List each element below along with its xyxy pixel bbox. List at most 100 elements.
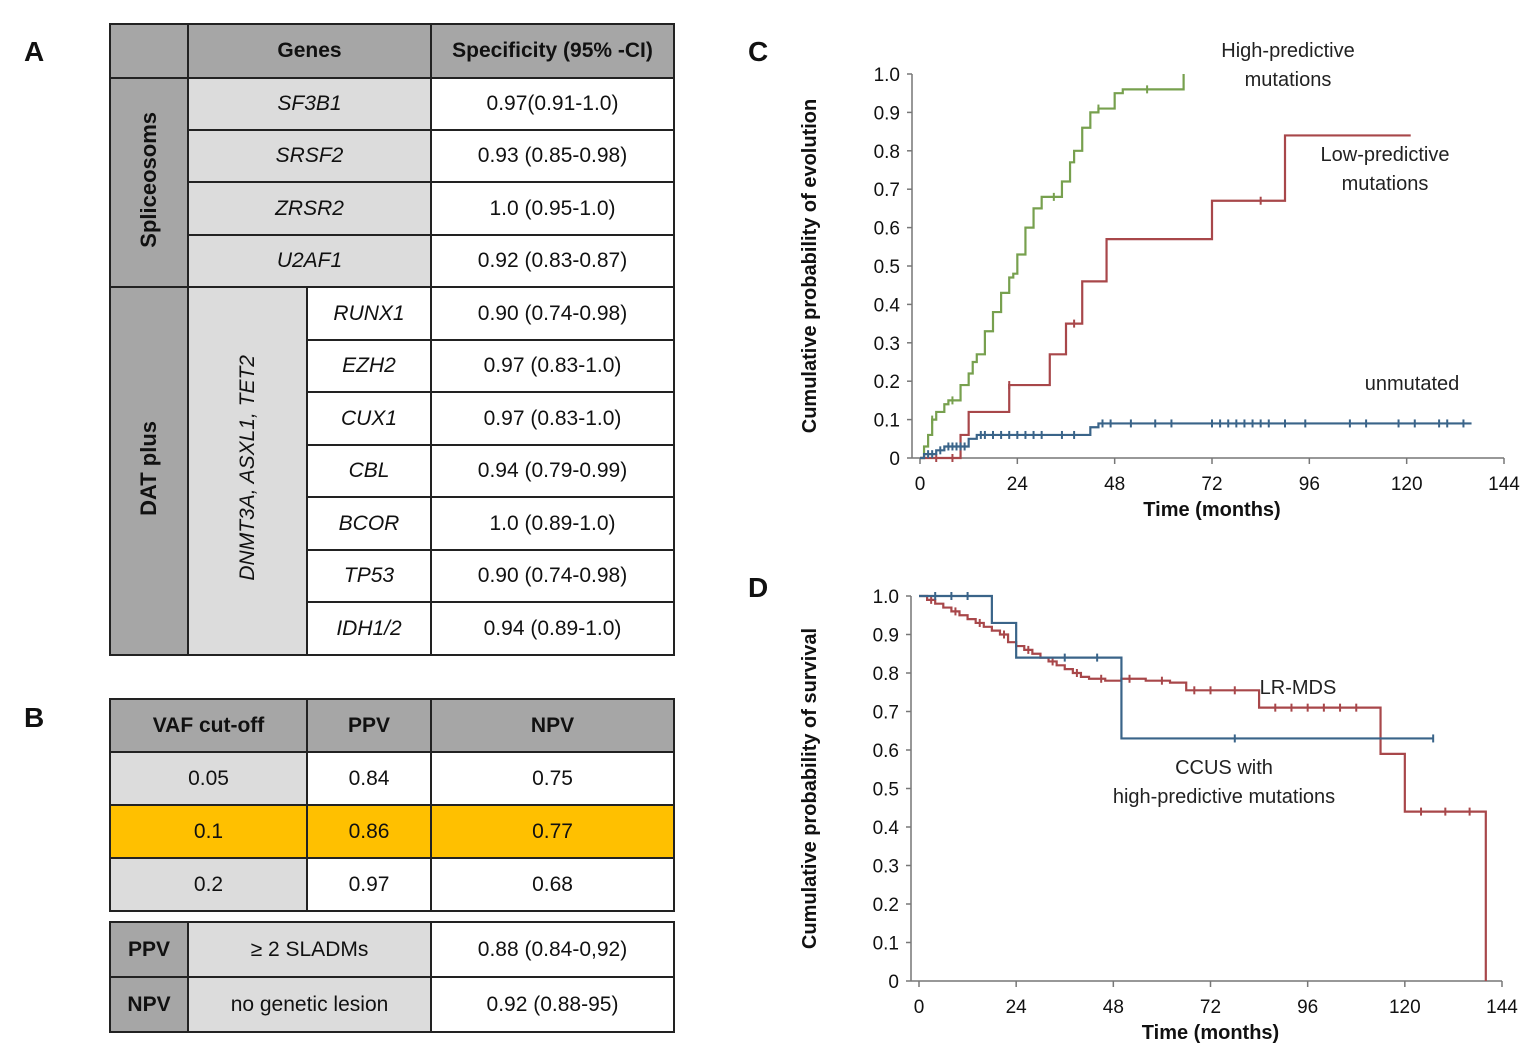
series-label: mutations <box>1245 69 1332 91</box>
x-tick-label: 96 <box>1299 474 1320 495</box>
x-tick-label: 72 <box>1201 474 1222 495</box>
series-label: LR-MDS <box>1260 677 1337 699</box>
y-tick-label: 0.1 <box>874 411 900 432</box>
specificity-cell: 0.94 (0.89-1.0) <box>430 601 676 656</box>
y-tick-label: 0.7 <box>873 703 899 724</box>
gene-cell: CBL <box>305 443 433 499</box>
x-tick-label: 48 <box>1103 997 1124 1018</box>
y-tick-label: 0.9 <box>874 103 900 124</box>
specificity-header: Specificity (95% -CI) <box>430 23 676 79</box>
x-tick-label: 96 <box>1297 997 1318 1018</box>
y-tick-label: 0.2 <box>873 895 899 916</box>
condition-cell: ≥ 2 SLADMs <box>187 921 432 978</box>
metric-cell: PPV <box>109 921 189 978</box>
gene-cell: TP53 <box>305 548 433 604</box>
x-tick-label: 0 <box>914 997 925 1018</box>
group-dat-plus-cell: DAT plus <box>109 286 189 656</box>
y-tick-label: 0 <box>888 972 899 993</box>
value-cell: 0.88 (0.84-0,92) <box>430 921 675 978</box>
series-line <box>920 134 1411 460</box>
y-tick-label: 0.8 <box>873 664 899 685</box>
ppv-cell: 0.84 <box>306 751 432 806</box>
metric-cell: NPV <box>109 976 189 1033</box>
ppv-cell: 0.97 <box>306 857 432 912</box>
gene-cell: IDH1/2 <box>305 601 433 656</box>
series-label: Low-predictive <box>1321 144 1450 166</box>
condition-cell: no genetic lesion <box>187 976 432 1033</box>
series-label: CCUS with <box>1175 757 1273 779</box>
survival-probability-chart: 0 0.1 0.2 0.3 0.4 0.5 0.6 0.7 0.8 0.9 1.0 0 24 48 72 96… <box>799 587 1518 1044</box>
specificity-cell: 0.97 (0.83-1.0) <box>430 338 676 394</box>
gene-cell: CUX1 <box>305 391 433 446</box>
gene-cell: RUNX1 <box>305 286 433 341</box>
specificity-cell: 0.97(0.91-1.0) <box>430 76 676 131</box>
series-line <box>920 74 1185 460</box>
series-label: unmutated <box>1365 373 1460 395</box>
specificity-cell: 0.97 (0.83-1.0) <box>430 391 676 446</box>
specificity-cell: 0.94 (0.79-0.99) <box>430 443 676 499</box>
ppv-npv-summary-table: PPV ≥ 2 SLADMs 0.88 (0.84-0,92) NPV no g… <box>109 921 675 1033</box>
panel-label-a: A <box>24 36 45 67</box>
x-tick-label: 120 <box>1389 997 1421 1018</box>
gene-cell: EZH2 <box>305 338 433 394</box>
npv-cell: 0.75 <box>430 751 675 806</box>
y-tick-label: 0.4 <box>874 295 901 316</box>
series-line <box>919 594 1434 740</box>
specificity-cell: 0.92 (0.83-0.87) <box>430 233 676 289</box>
y-tick-label: 0.7 <box>874 180 900 201</box>
y-tick-label: 0.3 <box>874 334 900 355</box>
x-tick-label: 120 <box>1391 474 1423 495</box>
vaf-cell-highlighted: 0.1 <box>109 804 308 859</box>
gene-cell: SF3B1 <box>186 76 433 131</box>
dat-genes-label: DNMT3A, ASXL1, TET2 <box>235 355 259 582</box>
vaf-cutoff-table: VAF cut-off PPV NPV 0.05 0.84 0.75 0.1 0… <box>109 698 675 912</box>
y-tick-label: 1.0 <box>874 65 900 86</box>
y-tick-label: 0.1 <box>873 934 899 955</box>
y-tick-label: 0.6 <box>873 741 899 762</box>
y-tick-label: 0 <box>889 449 900 470</box>
x-tick-label: 48 <box>1104 474 1125 495</box>
specificity-cell: 0.90 (0.74-0.98) <box>430 548 676 604</box>
value-cell: 0.92 (0.88-95) <box>430 976 675 1033</box>
specificity-cell: 0.90 (0.74-0.98) <box>430 286 676 341</box>
y-axis-label: Cumulative probability of evolution <box>799 99 821 433</box>
group-spliceosoms-label: Spliceosoms <box>136 111 161 248</box>
specificity-cell: 0.93 (0.85-0.98) <box>430 128 676 184</box>
npv-cell-highlighted: 0.77 <box>430 804 675 859</box>
npv-header: NPV <box>430 698 675 753</box>
ppv-header: PPV <box>306 698 432 753</box>
y-tick-label: 0.3 <box>873 857 899 878</box>
specificity-cell: 1.0 (0.89-1.0) <box>430 496 676 551</box>
group-dat-plus-label: DAT plus <box>136 420 161 516</box>
vaf-cell: 0.2 <box>109 857 308 912</box>
x-axis-label: Time (months) <box>1142 1022 1279 1044</box>
x-tick-label: 24 <box>1006 997 1028 1018</box>
series-line <box>920 422 1472 460</box>
panel-label-d: D <box>748 572 769 603</box>
vaf-header: VAF cut-off <box>109 698 308 753</box>
x-axis-label: Time (months) <box>1143 499 1280 521</box>
evolution-probability-chart: 0 0.1 0.2 0.3 0.4 0.5 0.6 0.7 0.8 0.9 1.0 0 24 48 72 96… <box>799 40 1520 521</box>
x-tick-label: 72 <box>1200 997 1221 1018</box>
series-label: high-predictive mutations <box>1113 786 1335 808</box>
gene-cell: BCOR <box>305 496 433 551</box>
panel-label-b: B <box>24 702 45 733</box>
y-tick-label: 1.0 <box>873 587 899 608</box>
y-tick-label: 0.2 <box>874 372 900 393</box>
header-corner <box>109 23 189 79</box>
x-tick-label: 144 <box>1488 474 1520 495</box>
group-spliceosoms-cell: Spliceosoms <box>109 76 189 289</box>
series-label: mutations <box>1342 173 1429 195</box>
y-tick-label: 0.9 <box>873 626 899 647</box>
y-tick-label: 0.6 <box>874 219 900 240</box>
vaf-cell: 0.05 <box>109 751 308 806</box>
series-label: High-predictive <box>1221 40 1354 62</box>
x-tick-label: 144 <box>1486 997 1518 1018</box>
y-tick-label: 0.5 <box>874 257 900 278</box>
gene-specificity-table: Genes Specificity (95% -CI) Spliceosoms … <box>109 23 676 656</box>
gene-cell: U2AF1 <box>186 233 433 289</box>
genes-header: Genes <box>186 23 433 79</box>
gene-cell: ZRSR2 <box>186 181 433 236</box>
specificity-cell: 1.0 (0.95-1.0) <box>430 181 676 236</box>
y-tick-label: 0.4 <box>873 818 900 839</box>
